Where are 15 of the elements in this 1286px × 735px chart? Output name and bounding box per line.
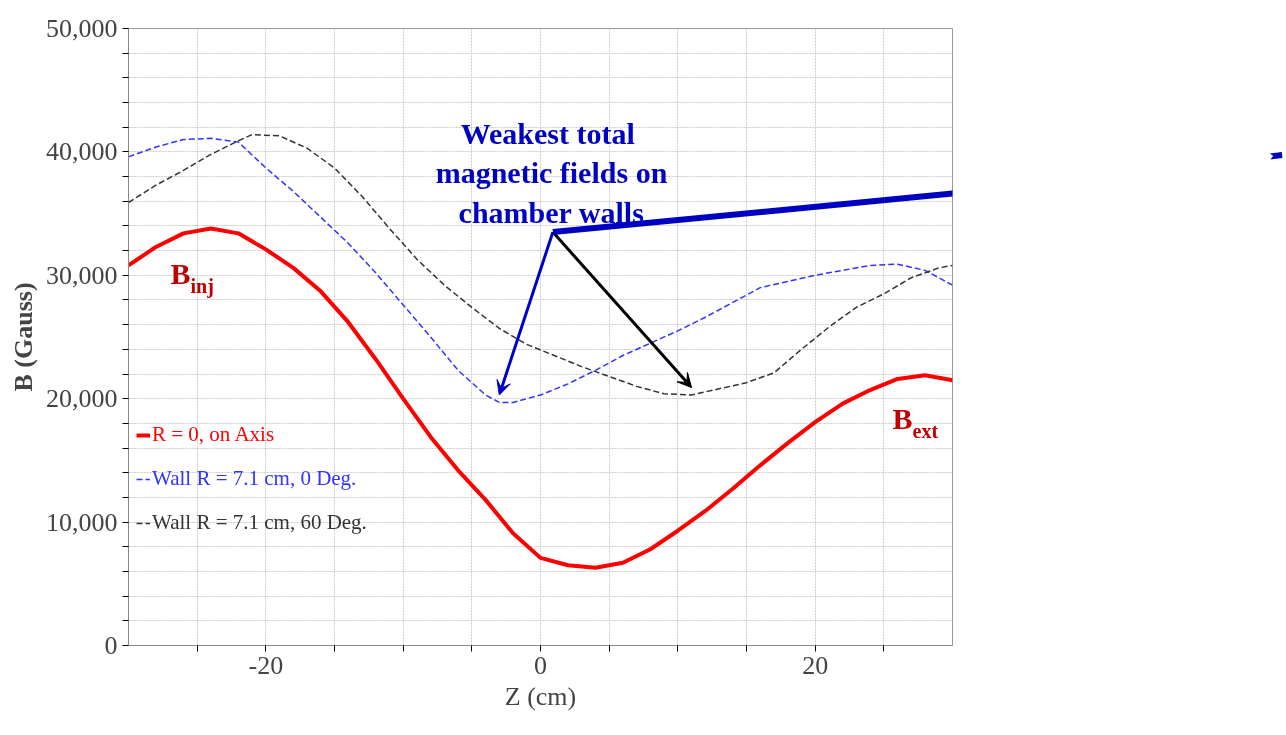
annotation: Weakest total magnetic fields on chamber walls	[435, 116, 668, 229]
x-tick-label: -20	[248, 650, 284, 680]
y-tick-label: 10,000	[46, 507, 118, 537]
legend-label: Wall R = 7.1 cm, 0 Deg.	[152, 466, 357, 491]
y-tick-label: 20,000	[46, 384, 118, 414]
y-tick-label: 30,000	[46, 260, 118, 290]
y-axis-title: B (Gauss)	[9, 282, 38, 392]
x-tick-label: 20	[802, 650, 829, 680]
y-tick-label: 50,000	[46, 14, 118, 43]
x-axis-title: Z (cm)	[504, 681, 577, 711]
x-tick-label: 0	[534, 650, 547, 680]
legend-label: R = 0, on Axis	[152, 422, 275, 447]
y-tick-label: 0	[104, 631, 118, 660]
y-tick-label: 40,000	[46, 137, 118, 167]
legend-label: Wall R = 7.1 cm, 60 Deg.	[152, 510, 367, 535]
